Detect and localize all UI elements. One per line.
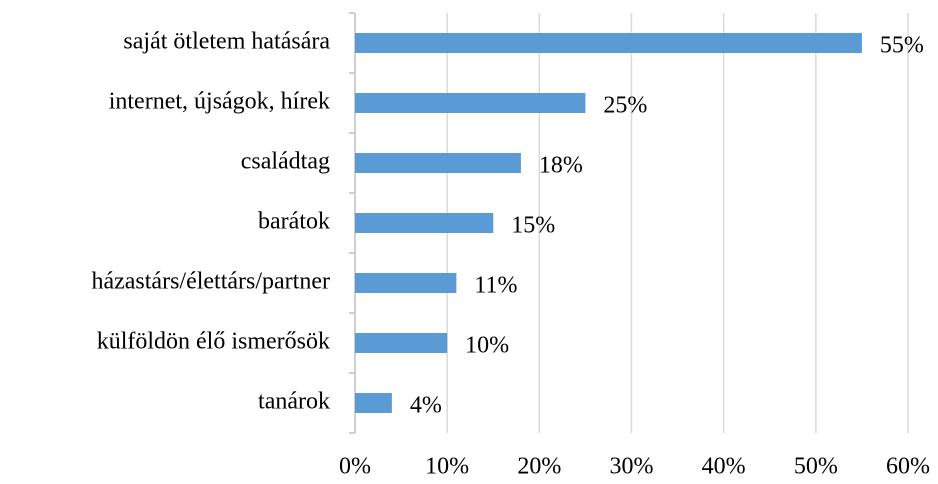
x-tick-label: 20% bbox=[517, 454, 561, 480]
y-tick-label: internet, újságok, hírek bbox=[109, 89, 330, 115]
bar bbox=[355, 93, 586, 113]
bar bbox=[355, 213, 494, 233]
x-tick-label: 0% bbox=[339, 454, 371, 480]
data-label: 18% bbox=[539, 153, 583, 179]
x-tick-label: 60% bbox=[886, 454, 930, 480]
data-label: 11% bbox=[474, 273, 517, 299]
data-label: 15% bbox=[511, 213, 555, 239]
y-tick-label: barátok bbox=[258, 209, 330, 235]
data-label: 4% bbox=[410, 393, 442, 419]
bar bbox=[355, 33, 862, 53]
y-tick-label: házastárs/élettárs/partner bbox=[91, 269, 330, 295]
data-label: 25% bbox=[603, 93, 647, 119]
y-tick-label: tanárok bbox=[258, 389, 330, 415]
bar bbox=[355, 393, 392, 413]
data-label: 55% bbox=[880, 33, 924, 59]
data-label: 10% bbox=[465, 333, 509, 359]
x-tick-label: 10% bbox=[425, 454, 469, 480]
x-tick-label: 40% bbox=[702, 454, 746, 480]
y-tick-label: saját ötletem hatására bbox=[123, 29, 330, 55]
bar bbox=[355, 273, 457, 293]
y-tick-label: külföldön élő ismerősök bbox=[97, 329, 330, 355]
bar bbox=[355, 333, 448, 353]
x-tick-label: 50% bbox=[794, 454, 838, 480]
x-tick-label: 30% bbox=[610, 454, 654, 480]
y-tick-label: családtag bbox=[241, 149, 330, 175]
bar bbox=[355, 153, 521, 173]
